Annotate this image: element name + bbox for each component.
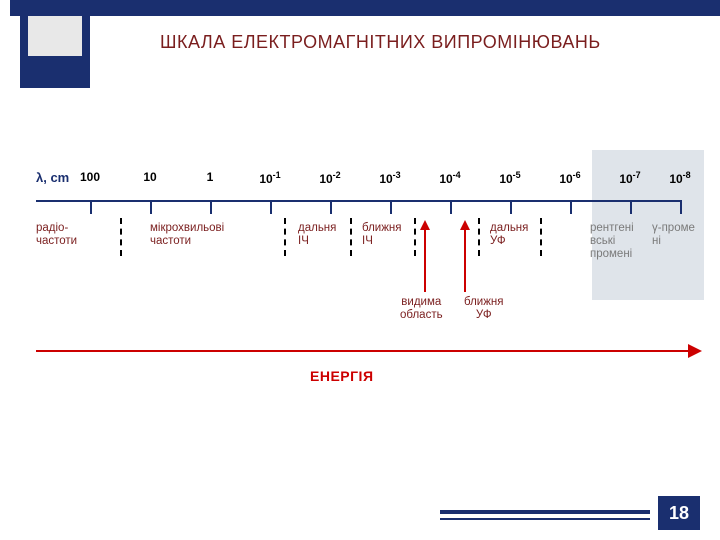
- spectrum-band-label: рентгені вські промені: [590, 222, 634, 262]
- axis-tick-label: 10-7: [619, 170, 640, 186]
- axis-tick-label: 10-4: [439, 170, 460, 186]
- energy-arrowhead: [688, 344, 702, 358]
- band-separator: [120, 218, 122, 256]
- wavelength-axis: [36, 200, 680, 202]
- axis-tick-label: 10-2: [319, 170, 340, 186]
- axis-tick: [680, 200, 682, 214]
- spectrum-band-label: радіо- частоти: [36, 222, 77, 248]
- spectrum-band-label: дальня УФ: [490, 222, 528, 248]
- axis-tick: [450, 200, 452, 214]
- callout-label: ближня УФ: [464, 296, 503, 322]
- callout-arrow: [464, 228, 466, 292]
- energy-axis: [36, 350, 688, 352]
- axis-tick: [210, 200, 212, 214]
- band-separator: [350, 218, 352, 256]
- band-separator: [478, 218, 480, 256]
- axis-tick-label: 10-5: [499, 170, 520, 186]
- slide-title: ШКАЛА ЕЛЕКТРОМАГНІТНИХ ВИПРОМІНЮВАНЬ: [160, 32, 601, 53]
- axis-tick-label: 10: [143, 170, 156, 184]
- footer-rule: [440, 510, 650, 514]
- callout-arrowhead: [460, 220, 470, 230]
- axis-tick: [630, 200, 632, 214]
- spectrum-band-label: γ-проме ні: [652, 222, 695, 248]
- callout-label: видима область: [400, 296, 443, 322]
- energy-label: ЕНЕРГІЯ: [310, 368, 374, 384]
- band-separator: [414, 218, 416, 256]
- axis-tick: [570, 200, 572, 214]
- spectrum-band-label: мікрохвильові частоти: [150, 222, 224, 248]
- spectrum-band-label: ближня ІЧ: [362, 222, 401, 248]
- axis-tick: [270, 200, 272, 214]
- callout-arrowhead: [420, 220, 430, 230]
- callout-arrow: [424, 228, 426, 292]
- axis-tick-label: 10-3: [379, 170, 400, 186]
- axis-tick-label: 10-1: [259, 170, 280, 186]
- band-separator: [284, 218, 286, 256]
- axis-tick: [390, 200, 392, 214]
- page-number: 18: [658, 496, 700, 530]
- axis-tick-label: 1: [207, 170, 214, 184]
- header-strip: [10, 0, 720, 16]
- axis-tick-label: 10-8: [669, 170, 690, 186]
- axis-tick: [90, 200, 92, 214]
- spectrum-band-label: дальня ІЧ: [298, 222, 336, 248]
- axis-tick-label: 10-6: [559, 170, 580, 186]
- band-separator: [540, 218, 542, 256]
- axis-tick: [150, 200, 152, 214]
- axis-label: λ, cm: [36, 170, 69, 185]
- axis-tick-label: 100: [80, 170, 100, 184]
- axis-tick: [510, 200, 512, 214]
- axis-tick: [330, 200, 332, 214]
